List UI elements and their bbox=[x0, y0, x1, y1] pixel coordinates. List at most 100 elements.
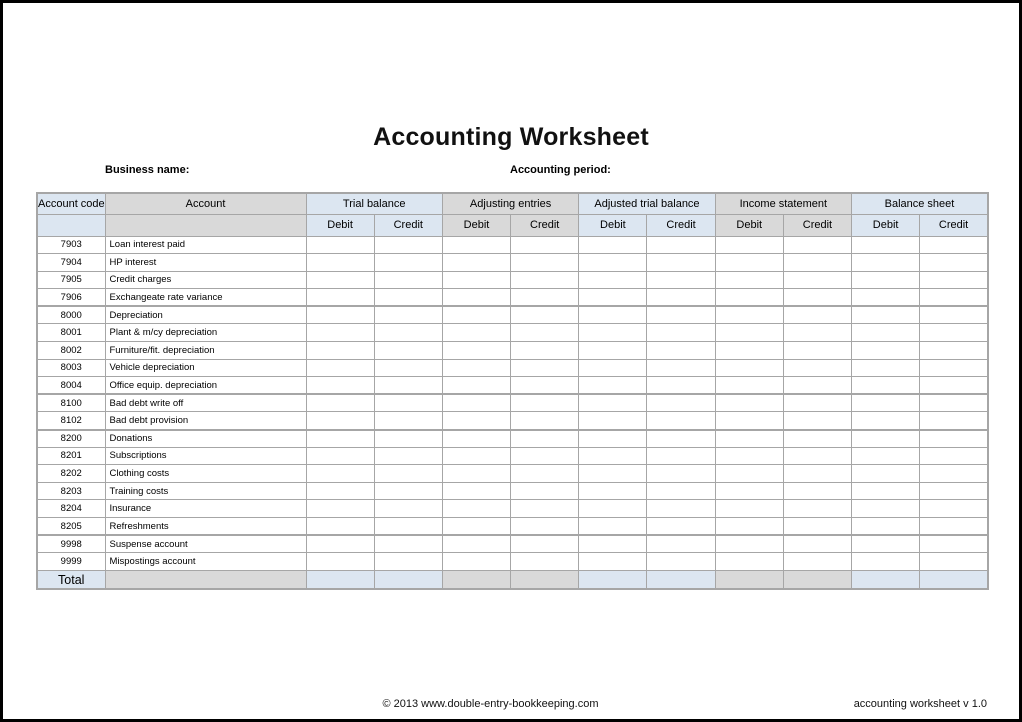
value-cell[interactable] bbox=[851, 446, 921, 466]
value-cell[interactable] bbox=[782, 341, 853, 360]
value-cell[interactable] bbox=[305, 446, 375, 466]
value-cell[interactable] bbox=[578, 358, 648, 378]
value-cell[interactable] bbox=[305, 552, 375, 571]
value-cell[interactable] bbox=[510, 517, 580, 536]
value-cell[interactable] bbox=[714, 253, 784, 272]
value-cell[interactable] bbox=[714, 428, 784, 448]
value-cell[interactable] bbox=[305, 481, 375, 501]
value-cell[interactable] bbox=[851, 270, 921, 290]
value-cell[interactable] bbox=[578, 253, 648, 272]
total-value-cell[interactable] bbox=[646, 569, 716, 590]
value-cell[interactable] bbox=[851, 464, 921, 483]
value-cell[interactable] bbox=[714, 481, 784, 501]
value-cell[interactable] bbox=[714, 323, 784, 343]
value-cell[interactable] bbox=[305, 270, 375, 290]
value-cell[interactable] bbox=[646, 288, 716, 307]
value-cell[interactable] bbox=[646, 235, 716, 255]
total-value-cell[interactable] bbox=[305, 569, 375, 590]
value-cell[interactable] bbox=[714, 464, 784, 483]
value-cell[interactable] bbox=[305, 341, 375, 360]
value-cell[interactable] bbox=[441, 270, 512, 290]
value-cell[interactable] bbox=[305, 428, 375, 448]
value-cell[interactable] bbox=[851, 499, 921, 518]
value-cell[interactable] bbox=[851, 411, 921, 431]
value-cell[interactable] bbox=[714, 270, 784, 290]
value-cell[interactable] bbox=[646, 464, 716, 483]
value-cell[interactable] bbox=[578, 499, 648, 518]
value-cell[interactable] bbox=[510, 376, 580, 395]
value-cell[interactable] bbox=[646, 517, 716, 536]
value-cell[interactable] bbox=[851, 305, 921, 325]
value-cell[interactable] bbox=[305, 411, 375, 431]
value-cell[interactable] bbox=[782, 534, 853, 554]
value-cell[interactable] bbox=[578, 235, 648, 255]
value-cell[interactable] bbox=[646, 323, 716, 343]
value-cell[interactable] bbox=[578, 393, 648, 413]
value-cell[interactable] bbox=[782, 517, 853, 536]
value-cell[interactable] bbox=[441, 464, 512, 483]
value-cell[interactable] bbox=[510, 253, 580, 272]
value-cell[interactable] bbox=[510, 288, 580, 307]
value-cell[interactable] bbox=[305, 393, 375, 413]
value-cell[interactable] bbox=[441, 534, 512, 554]
value-cell[interactable] bbox=[851, 358, 921, 378]
value-cell[interactable] bbox=[919, 481, 989, 501]
total-value-cell[interactable] bbox=[510, 569, 580, 590]
value-cell[interactable] bbox=[646, 253, 716, 272]
value-cell[interactable] bbox=[919, 253, 989, 272]
value-cell[interactable] bbox=[782, 253, 853, 272]
total-value-cell[interactable] bbox=[919, 569, 989, 590]
value-cell[interactable] bbox=[646, 270, 716, 290]
value-cell[interactable] bbox=[782, 393, 853, 413]
value-cell[interactable] bbox=[441, 358, 512, 378]
value-cell[interactable] bbox=[919, 358, 989, 378]
value-cell[interactable] bbox=[782, 428, 853, 448]
value-cell[interactable] bbox=[851, 288, 921, 307]
value-cell[interactable] bbox=[851, 428, 921, 448]
value-cell[interactable] bbox=[578, 428, 648, 448]
value-cell[interactable] bbox=[510, 552, 580, 571]
value-cell[interactable] bbox=[578, 481, 648, 501]
value-cell[interactable] bbox=[782, 358, 853, 378]
value-cell[interactable] bbox=[510, 411, 580, 431]
value-cell[interactable] bbox=[373, 464, 443, 483]
value-cell[interactable] bbox=[441, 446, 512, 466]
value-cell[interactable] bbox=[578, 376, 648, 395]
value-cell[interactable] bbox=[578, 411, 648, 431]
value-cell[interactable] bbox=[714, 499, 784, 518]
value-cell[interactable] bbox=[919, 552, 989, 571]
value-cell[interactable] bbox=[373, 235, 443, 255]
value-cell[interactable] bbox=[646, 499, 716, 518]
value-cell[interactable] bbox=[373, 305, 443, 325]
value-cell[interactable] bbox=[510, 446, 580, 466]
value-cell[interactable] bbox=[919, 270, 989, 290]
value-cell[interactable] bbox=[441, 499, 512, 518]
value-cell[interactable] bbox=[510, 323, 580, 343]
value-cell[interactable] bbox=[714, 358, 784, 378]
value-cell[interactable] bbox=[441, 376, 512, 395]
value-cell[interactable] bbox=[305, 499, 375, 518]
value-cell[interactable] bbox=[510, 235, 580, 255]
value-cell[interactable] bbox=[510, 464, 580, 483]
value-cell[interactable] bbox=[782, 499, 853, 518]
value-cell[interactable] bbox=[510, 393, 580, 413]
value-cell[interactable] bbox=[919, 464, 989, 483]
value-cell[interactable] bbox=[919, 534, 989, 554]
value-cell[interactable] bbox=[373, 341, 443, 360]
value-cell[interactable] bbox=[851, 534, 921, 554]
total-value-cell[interactable] bbox=[373, 569, 443, 590]
value-cell[interactable] bbox=[714, 235, 784, 255]
value-cell[interactable] bbox=[373, 534, 443, 554]
value-cell[interactable] bbox=[373, 288, 443, 307]
value-cell[interactable] bbox=[782, 481, 853, 501]
value-cell[interactable] bbox=[782, 376, 853, 395]
value-cell[interactable] bbox=[373, 481, 443, 501]
value-cell[interactable] bbox=[919, 341, 989, 360]
value-cell[interactable] bbox=[646, 534, 716, 554]
value-cell[interactable] bbox=[714, 341, 784, 360]
value-cell[interactable] bbox=[919, 235, 989, 255]
value-cell[interactable] bbox=[441, 411, 512, 431]
value-cell[interactable] bbox=[441, 288, 512, 307]
value-cell[interactable] bbox=[441, 341, 512, 360]
value-cell[interactable] bbox=[919, 393, 989, 413]
